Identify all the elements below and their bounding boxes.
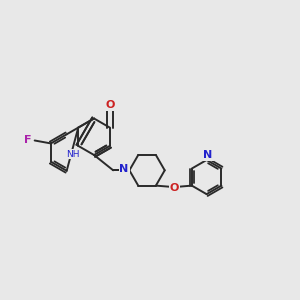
Text: O: O bbox=[105, 100, 115, 110]
Text: N: N bbox=[203, 150, 213, 160]
Text: NH: NH bbox=[66, 150, 80, 159]
Text: N: N bbox=[119, 164, 129, 174]
Text: F: F bbox=[24, 136, 32, 146]
Text: O: O bbox=[169, 183, 179, 193]
